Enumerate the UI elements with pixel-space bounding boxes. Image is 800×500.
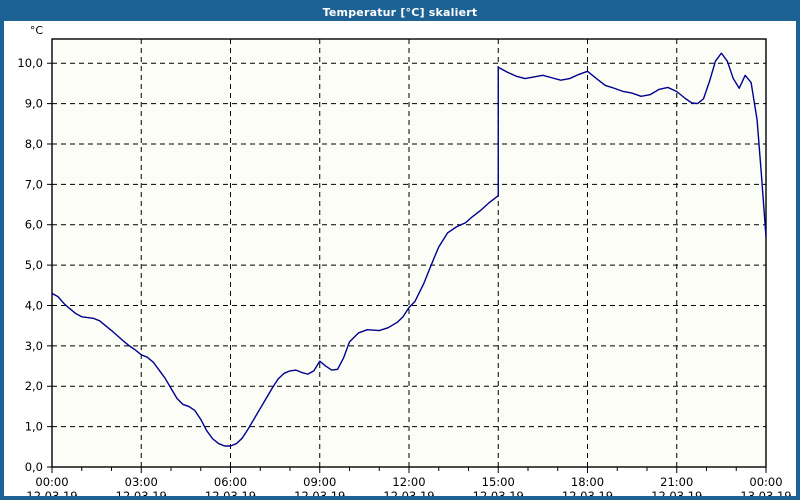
y-axis-unit: °C bbox=[30, 24, 44, 37]
y-axis-tick-label: 7,0 bbox=[25, 177, 43, 191]
x-axis-date-label: 12.03.19 bbox=[383, 489, 434, 496]
y-axis-tick-label: 9,0 bbox=[25, 97, 43, 111]
x-axis-time-label: 00:00 bbox=[35, 475, 68, 489]
y-axis-tick-label: 2,0 bbox=[25, 379, 43, 393]
x-axis-tick-labels: 00:0012.03.1903:0012.03.1906:0012.03.190… bbox=[26, 475, 791, 496]
y-axis-tick-label: 6,0 bbox=[25, 218, 43, 232]
temperature-line bbox=[51, 52, 767, 447]
x-axis-time-label: 03:00 bbox=[125, 475, 158, 489]
x-axis-time-label: 15:00 bbox=[482, 475, 515, 489]
x-axis-time-label: 12:00 bbox=[392, 475, 425, 489]
x-axis-time-label: 00:00 bbox=[749, 475, 782, 489]
x-axis-date-label: 12.03.19 bbox=[651, 489, 702, 496]
y-axis-tick-label: 5,0 bbox=[25, 258, 43, 272]
x-axis-date-label: 12.03.19 bbox=[205, 489, 256, 496]
y-axis-tick-label: 8,0 bbox=[25, 137, 43, 151]
x-axis-date-label: 12.03.19 bbox=[294, 489, 345, 496]
y-axis-tick-label: 10,0 bbox=[17, 56, 43, 70]
y-axis-tick-label: 3,0 bbox=[25, 339, 43, 353]
y-axis-tick-label: 1,0 bbox=[25, 420, 43, 434]
x-axis-date-label: 12.03.19 bbox=[116, 489, 167, 496]
y-axis-tick-label: 0,0 bbox=[25, 460, 43, 474]
y-axis-unit-label: °C bbox=[30, 24, 44, 37]
x-axis-date-label: 12.03.19 bbox=[562, 489, 613, 496]
x-axis-time-label: 21:00 bbox=[660, 475, 693, 489]
window-title-bar: Temperatur [°C] skaliert bbox=[4, 4, 796, 21]
x-axis-time-label: 09:00 bbox=[303, 475, 336, 489]
chart-plot-container: 0,0 1,0 2,0 3,0 4,0 5,0 6,0 7,0 8,0 9,0 10,0 00:00… bbox=[4, 21, 796, 496]
temperature-series-line bbox=[51, 52, 767, 447]
plot-frame bbox=[51, 38, 767, 468]
y-axis-tick-labels: 0,0 1,0 2,0 3,0 4,0 5,0 6,0 7,0 8,0 9,0 10,0 bbox=[17, 56, 43, 474]
y-axis-tick-label: 4,0 bbox=[25, 298, 43, 312]
x-axis-time-label: 18:00 bbox=[571, 475, 604, 489]
x-axis-time-label: 06:00 bbox=[214, 475, 247, 489]
x-axis-date-label: 12.03.19 bbox=[26, 489, 77, 496]
x-axis-date-label: 12.03.19 bbox=[473, 489, 524, 496]
grid-lines bbox=[52, 39, 766, 467]
temperature-line-chart: 0,0 1,0 2,0 3,0 4,0 5,0 6,0 7,0 8,0 9,0 10,0 00:00… bbox=[4, 21, 796, 496]
x-axis-date-label: 13.03.19 bbox=[740, 489, 791, 496]
plot-area-background bbox=[52, 39, 766, 467]
window-title: Temperatur [°C] skaliert bbox=[322, 6, 478, 19]
